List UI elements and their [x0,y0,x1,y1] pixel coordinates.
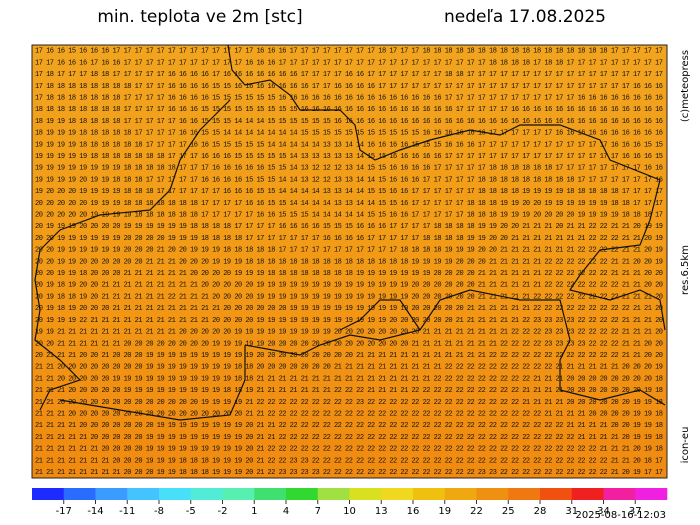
tick-label: 13 [375,506,388,517]
tick-label: -2 [218,506,228,517]
color-step [540,488,573,500]
value-row: 20 20 20 20 20 19 19 19 19 18 18 18 18 1… [35,212,663,220]
color-step [63,488,96,500]
value-row: 20 19 18 19 20 20 21 21 21 21 21 21 21 2… [35,282,663,290]
color-step [603,488,636,500]
copyright: (c)meteopress [680,50,691,122]
value-row: 20 19 19 19 22 21 21 21 21 21 21 21 21 2… [35,317,663,325]
value-row: 21 21 20 20 20 20 20 20 20 20 20 20 20 2… [35,399,663,407]
value-row: 17 18 17 17 17 18 18 17 17 17 17 17 16 1… [35,71,663,79]
tick-label: -5 [186,506,196,517]
timestamp: 2025-08-16-12:03 [575,510,666,521]
value-row: 18 19 19 19 18 18 18 18 18 17 17 17 17 1… [35,130,663,138]
tick-label: 16 [407,506,420,517]
tick-label: 4 [283,506,289,517]
color-step [127,488,160,500]
value-row: 19 19 19 19 18 18 18 18 18 18 17 17 17 1… [35,141,663,149]
value-row: 21 21 21 21 21 21 21 21 20 20 20 19 19 1… [35,469,663,477]
tick-label: 31 [565,506,578,517]
tick-label: 19 [438,506,451,517]
tick-label: 10 [343,506,356,517]
color-step [190,488,223,500]
color-step [476,488,509,500]
color-step [254,488,287,500]
map-field [31,44,668,479]
color-step [32,488,65,500]
resolution: res.6.5km [680,245,691,295]
color-step [413,488,446,500]
color-step [508,488,541,500]
color-step [286,488,319,500]
value-row: 21 21 21 21 20 20 20 20 20 20 20 19 19 1… [35,422,663,430]
tick-label: 28 [534,506,547,517]
value-row: 20 20 19 19 19 19 19 19 20 20 20 20 19 1… [35,235,663,243]
value-row: 17 18 18 18 18 18 18 18 18 17 17 17 16 1… [35,83,663,91]
title: min. teplota ve 2m [stc] [97,7,302,27]
tick-label: 25 [502,506,515,517]
value-row: 20 20 19 19 18 20 20 20 21 21 21 21 21 2… [35,270,663,278]
color-step [222,488,255,500]
borders [34,44,666,421]
value-row: 19 19 21 21 21 21 21 21 21 21 21 21 21 2… [35,329,663,337]
color-step [635,488,668,500]
value-row: 20 19 18 19 20 20 20 21 21 21 21 21 21 2… [35,305,663,313]
value-row: 20 19 18 18 19 20 21 21 21 21 21 21 22 2… [35,293,663,301]
value-row: 21 21 21 20 20 20 20 20 19 19 19 19 19 1… [35,387,663,395]
tick-label: 37 [629,506,642,517]
tick-label: -17 [56,506,72,517]
value-row: 21 21 21 20 20 20 20 20 20 20 20 20 20 2… [35,410,663,418]
value-row: 18 19 19 18 18 18 18 18 17 17 17 17 17 1… [35,118,663,126]
value-row: 17 17 16 16 16 17 16 16 17 17 17 17 17 1… [35,59,663,67]
value-row: 20 20 21 21 21 21 21 21 20 20 20 20 20 2… [35,340,663,348]
value-row: 21 21 21 21 21 21 21 20 20 20 19 19 19 1… [35,457,663,465]
tick-label: -8 [154,506,164,517]
value-row: 20 20 20 20 20 19 19 19 18 18 18 18 18 1… [35,200,663,208]
value-row: 20 19 19 19 20 20 20 20 19 19 19 19 19 1… [35,223,663,231]
value-row: 21 21 21 21 21 21 20 20 20 20 19 19 19 1… [35,446,663,454]
tick-label: 34 [597,506,610,517]
color-step [571,488,604,500]
model: icon-eu [680,427,691,464]
tick-label: 22 [470,506,483,517]
value-row: 17 18 18 18 18 18 18 18 17 17 17 17 16 1… [35,95,663,103]
value-row: 21 21 20 20 20 20 20 20 20 20 19 19 19 1… [35,364,663,372]
tick-label: 7 [315,506,321,517]
value-row: 17 16 16 15 16 16 16 17 17 17 17 17 17 1… [35,48,663,56]
color-step [317,488,350,500]
tick-label: 1 [251,506,257,517]
value-row: 18 18 18 18 18 18 18 18 17 17 17 17 16 1… [35,106,663,114]
value-row: 20 21 21 21 20 20 21 20 20 20 19 19 19 1… [35,352,663,360]
value-row: 19 20 20 20 19 19 19 19 18 18 18 17 17 1… [35,188,663,196]
value-row: 21 21 20 20 20 20 20 19 19 19 19 19 19 1… [35,375,663,383]
color-step [381,488,414,500]
value-row: 21 21 21 21 21 20 20 20 20 20 19 19 19 1… [35,434,663,442]
color-step [95,488,128,500]
color-step [349,488,382,500]
date: nedeľa 17.08.2025 [444,7,606,27]
value-row: 20 20 19 19 19 19 19 19 20 20 20 21 20 2… [35,247,663,255]
value-row: 20 20 19 19 20 20 20 20 20 20 21 21 21 2… [35,258,663,266]
color-step [444,488,477,500]
value-row: 19 19 19 19 20 19 19 18 18 18 17 17 17 1… [35,176,663,184]
value-row: 19 19 19 19 19 19 19 19 18 18 18 18 18 1… [35,165,663,173]
tick-label: -14 [87,506,103,517]
tick-label: -11 [119,506,135,517]
value-row: 19 19 19 19 19 18 18 18 18 18 18 18 17 1… [35,153,663,161]
color-step [159,488,192,500]
